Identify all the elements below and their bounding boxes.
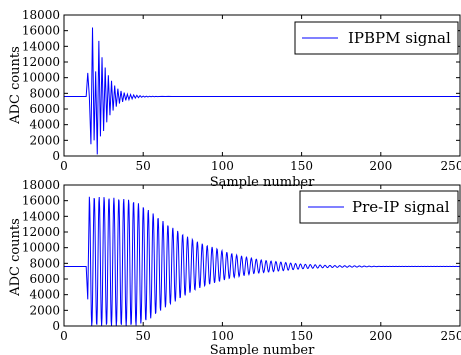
top-y-tick-label: 0 bbox=[52, 149, 60, 163]
top-x-tick-label: 150 bbox=[290, 159, 313, 173]
bottom-legend-label: Pre-IP signal bbox=[352, 198, 450, 216]
top-legend-label: IPBPM signal bbox=[348, 29, 451, 47]
bottom-x-tick-label: 200 bbox=[369, 329, 392, 343]
bottom-y-tick-label: 12000 bbox=[22, 225, 60, 239]
bottom-series-line bbox=[64, 196, 460, 327]
top-y-tick-label: 2000 bbox=[29, 133, 60, 147]
bottom-plot-frame bbox=[63, 184, 461, 327]
bottom-y-tick-label: 10000 bbox=[22, 241, 60, 255]
bottom-x-axis-label: Sample number bbox=[210, 343, 315, 355]
top-y-tick-label: 6000 bbox=[29, 102, 60, 116]
bottom-x-tick-label: 0 bbox=[60, 329, 68, 343]
bottom-y-tick-label: 0 bbox=[52, 319, 60, 333]
bottom-y-tick-label: 16000 bbox=[22, 194, 60, 208]
bottom-x-tick-label: 50 bbox=[136, 329, 151, 343]
bottom-y-tick-label: 4000 bbox=[29, 288, 60, 302]
top-plot-frame bbox=[63, 14, 461, 157]
top-y-tick-label: 8000 bbox=[29, 86, 60, 100]
bottom-y-tick-label: 2000 bbox=[29, 303, 60, 317]
top-x-tick-label: 0 bbox=[60, 159, 68, 173]
top-panel: ADC counts 0 50 100 150 200 25002000400060008… bbox=[8, 8, 461, 173]
top-x-tick-label: 250 bbox=[441, 159, 461, 173]
bottom-y-tick-label: 18000 bbox=[22, 178, 60, 192]
top-y-tick-label: 18000 bbox=[22, 8, 60, 22]
bottom-tick-labels: 0 50 100 150 200 2500200040006000800010000120… bbox=[22, 178, 461, 343]
top-x-tick-label: 50 bbox=[136, 159, 151, 173]
top-y-axis-label: ADC counts bbox=[8, 46, 23, 125]
bottom-x-tick-label: 250 bbox=[441, 329, 461, 343]
bottom-panel: ADC counts 0 50 100 150 200 25002000400060008… bbox=[8, 178, 461, 343]
bottom-x-tick-label: 150 bbox=[290, 329, 313, 343]
bottom-legend: Pre-IP signal bbox=[299, 190, 459, 224]
top-series-line bbox=[64, 27, 460, 155]
top-y-tick-label: 12000 bbox=[22, 55, 60, 69]
top-y-axis-label-text: ADC counts bbox=[8, 46, 23, 125]
bottom-y-tick-label: 8000 bbox=[29, 256, 60, 270]
top-x-tick-label: 200 bbox=[369, 159, 392, 173]
bottom-y-axis-label: ADC counts bbox=[8, 218, 23, 297]
top-x-axis-label: Sample number bbox=[210, 175, 315, 190]
bottom-y-tick-label: 14000 bbox=[22, 209, 60, 223]
bottom-x-tick-label: 100 bbox=[211, 329, 234, 343]
top-legend: IPBPM signal bbox=[294, 21, 459, 55]
top-y-tick-label: 14000 bbox=[22, 39, 60, 53]
top-y-tick-label: 10000 bbox=[22, 71, 60, 85]
top-x-tick-label: 100 bbox=[211, 159, 234, 173]
top-y-tick-label: 4000 bbox=[29, 118, 60, 132]
top-tick-labels: 0 50 100 150 200 2500200040006000800010000120… bbox=[22, 8, 461, 173]
top-y-tick-label: 16000 bbox=[22, 24, 60, 38]
bottom-y-tick-label: 6000 bbox=[29, 272, 60, 286]
